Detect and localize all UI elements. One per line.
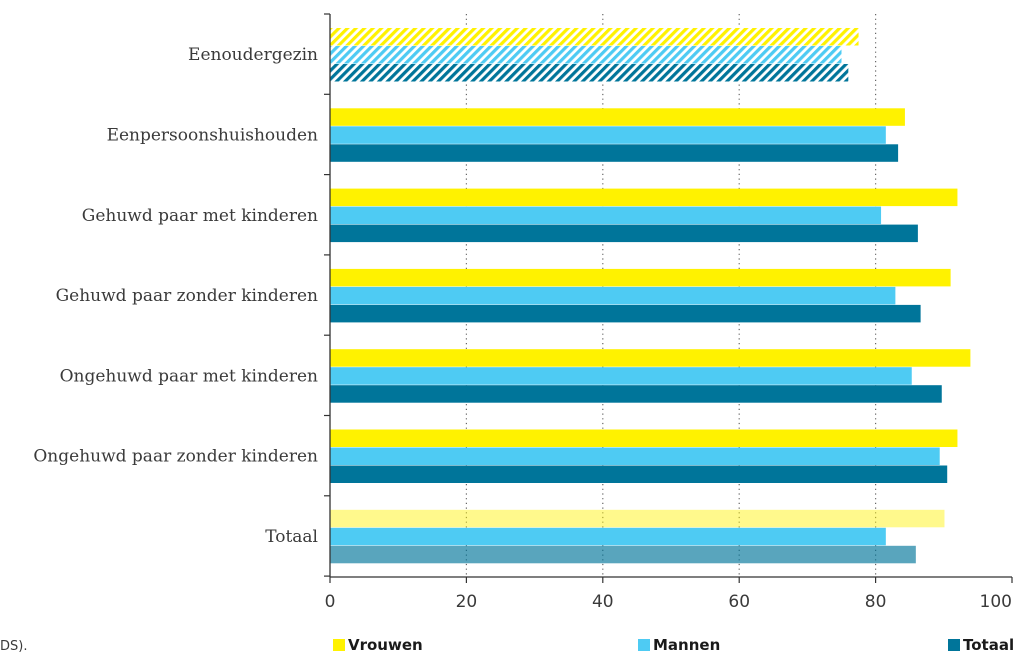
bar-totaal-1 [330,64,849,82]
category-label: Eenpersoonshuishouden [107,125,318,145]
bar-mannen-7 [330,527,886,546]
category-label: Ongehuwd paar zonder kinderen [33,447,318,467]
legend-label: Totaal [963,636,1014,654]
x-tick-labels: 0 20 40 60 80 100 [325,592,1012,612]
bar-vrouwen-7 [330,509,945,528]
bar-vrouwen-1 [330,28,859,46]
bar-totaal-7 [330,545,916,564]
bar-mannen-4 [330,286,896,305]
legend: Vrouwen Mannen Totaal [333,636,1014,654]
axes [324,13,1013,583]
category-label: Totaal [265,527,318,547]
bar-vrouwen-2 [330,108,905,126]
bar-mannen-5 [330,367,912,385]
bar-vrouwen-5 [330,349,971,367]
x-tick-label: 40 [592,592,614,612]
bar-mannen-3 [330,206,882,225]
category-labels: Eenoudergezin Eenpersoonshuishouden Gehuwd… [33,45,318,547]
x-tick-label: 100 [980,592,1012,612]
bar-mannen-1 [330,46,842,64]
legend-swatch [333,639,345,651]
legend-item-vrouwen: Vrouwen [333,636,423,654]
category-label: Gehuwd paar zonder kinderen [56,286,318,306]
legend-swatch [638,639,650,651]
bar-vrouwen-3 [330,188,958,207]
category-label: Ongehuwd paar met kinderen [60,366,318,386]
legend-item-mannen: Mannen [638,636,720,654]
bar-totaal-6 [330,465,948,483]
bar-vrouwen-4 [330,268,951,287]
bar-mannen-2 [330,126,886,144]
x-tick-label: 20 [456,592,478,612]
bar-vrouwen-6 [330,429,958,447]
legend-label: Vrouwen [348,636,423,654]
bar-totaal-5 [330,385,942,403]
category-label: Gehuwd paar met kinderen [82,206,318,226]
legend-swatch [948,639,960,651]
bar-totaal-4 [330,304,921,323]
bar-mannen-6 [330,447,940,465]
category-label: Eenoudergezin [188,45,318,65]
x-tick-label: 60 [728,592,750,612]
bar-totaal-2 [330,144,899,162]
legend-label: Mannen [653,636,720,654]
bar-totaal-3 [330,224,918,243]
x-tick-label: 0 [325,592,336,612]
source-note: DS). [0,639,27,654]
x-tick-label: 80 [865,592,887,612]
legend-item-totaal: Totaal [948,636,1014,654]
bars [330,28,971,564]
